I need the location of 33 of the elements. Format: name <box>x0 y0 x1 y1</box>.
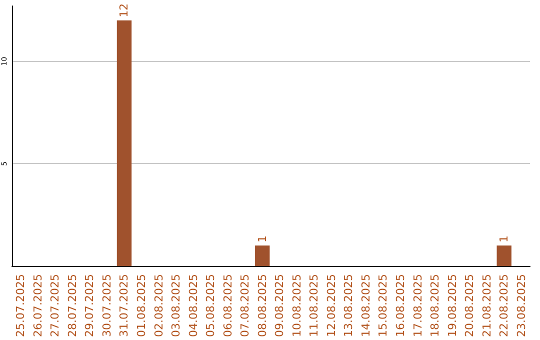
x-tick-label: 25.07.2025 <box>14 274 28 338</box>
x-tick-label: 13.08.2025 <box>342 274 356 338</box>
x-tick-label: 30.07.2025 <box>100 274 114 338</box>
x-tick-label: 12.08.2025 <box>324 274 338 338</box>
x-tick-label: 31.07.2025 <box>118 274 131 338</box>
x-tick-label: 23.08.2025 <box>514 274 528 338</box>
x-tick-label: 15.08.2025 <box>376 274 390 338</box>
x-tick-label: 06.08.2025 <box>221 274 234 338</box>
x-tick-label: 14.08.2025 <box>359 274 372 338</box>
x-tick-label: 08.08.2025 <box>256 274 269 338</box>
data-label: 1 <box>498 236 511 243</box>
x-tick-label: 27.07.2025 <box>48 274 62 338</box>
x-tick-label: 11.08.2025 <box>308 274 321 338</box>
x-tick-label: 04.08.2025 <box>186 274 200 338</box>
x-tick-label: 21.08.2025 <box>480 274 494 338</box>
x-tick-label: 01.08.2025 <box>135 274 148 338</box>
x-tick-label: 20.08.2025 <box>463 274 476 338</box>
x-tick-label: 05.08.2025 <box>204 274 218 338</box>
x-tick-label: 03.08.2025 <box>170 274 183 338</box>
x-tick-label: 07.08.2025 <box>238 274 252 338</box>
x-tick-label: 02.08.2025 <box>152 274 166 338</box>
x-tick-label: 19.08.2025 <box>446 274 459 338</box>
x-tick-label: 29.07.2025 <box>83 274 96 338</box>
x-tick-label: 10.08.2025 <box>290 274 304 338</box>
x-tick-label: 28.07.2025 <box>66 274 79 338</box>
data-label: 1 <box>256 236 269 243</box>
x-tick-label: 16.08.2025 <box>394 274 407 338</box>
x-tick-label: 17.08.2025 <box>411 274 424 338</box>
x-tick-label: 22.08.2025 <box>498 274 511 338</box>
data-label: 12 <box>118 3 131 18</box>
x-tick-label: 09.08.2025 <box>273 274 286 338</box>
x-tick-label: 26.07.2025 <box>31 274 44 338</box>
x-tick-label: 18.08.2025 <box>428 274 442 338</box>
